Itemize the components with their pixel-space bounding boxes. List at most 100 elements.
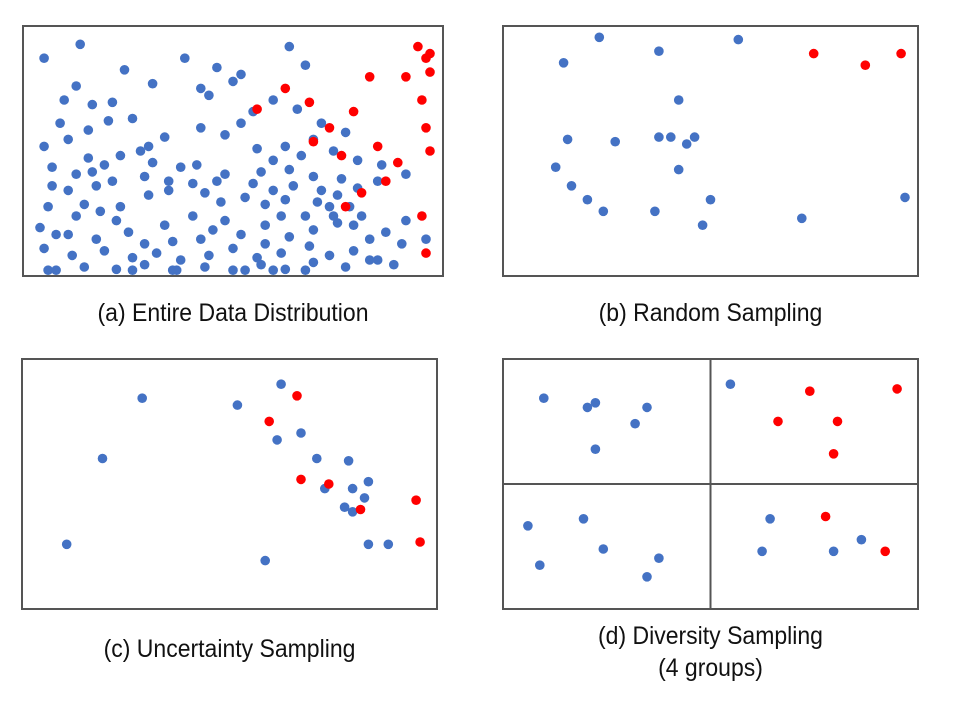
unlabeled-point: [143, 190, 154, 200]
unlabeled-point: [642, 402, 652, 413]
unlabeled-point: [364, 255, 375, 265]
unlabeled-point: [228, 243, 238, 254]
unlabeled-point: [654, 553, 664, 563]
selected-point: [808, 48, 819, 59]
unlabeled-point: [654, 132, 664, 142]
unlabeled-point: [336, 174, 347, 184]
selected-point: [417, 211, 427, 221]
unlabeled-point: [111, 215, 122, 226]
selected-point: [421, 248, 431, 258]
unlabeled-point: [63, 229, 73, 240]
unlabeled-point: [340, 262, 351, 272]
unlabeled-point: [316, 185, 327, 196]
unlabeled-point: [159, 132, 170, 142]
unlabeled-point: [167, 236, 178, 247]
unlabeled-point: [232, 400, 243, 410]
unlabeled-point: [550, 162, 561, 172]
unlabeled-point: [139, 259, 150, 270]
caption-d-line1: (d) Diversity Sampling: [598, 622, 823, 650]
unlabeled-point: [208, 225, 218, 235]
unlabeled-point: [236, 118, 246, 128]
unlabeled-point: [216, 197, 226, 207]
scatter-plot-d: [504, 360, 917, 608]
unlabeled-point: [196, 123, 206, 133]
caption-b: (b) Random Sampling: [598, 299, 823, 327]
unlabeled-point: [900, 192, 910, 203]
unlabeled-point: [200, 188, 210, 198]
selected-point: [324, 123, 335, 133]
unlabeled-point: [566, 181, 577, 191]
selected-point: [381, 176, 391, 186]
unlabeled-point: [71, 211, 81, 221]
scatter-plot-b: [550, 32, 910, 230]
selected-point: [393, 157, 403, 168]
unlabeled-point: [260, 239, 270, 249]
unlabeled-point: [63, 185, 73, 196]
unlabeled-point: [689, 132, 700, 142]
unlabeled-point: [610, 136, 620, 147]
unlabeled-point: [260, 220, 270, 230]
unlabeled-point: [312, 453, 322, 464]
selected-point: [880, 546, 890, 557]
unlabeled-point: [123, 227, 134, 237]
unlabeled-point: [220, 130, 230, 140]
unlabeled-point: [188, 211, 198, 221]
selected-point: [372, 141, 383, 152]
unlabeled-point: [594, 32, 605, 43]
unlabeled-point: [630, 418, 640, 429]
unlabeled-point: [43, 201, 53, 212]
unlabeled-point: [192, 160, 202, 170]
unlabeled-point: [135, 146, 146, 156]
selected-point: [336, 150, 347, 161]
unlabeled-point: [107, 97, 118, 108]
unlabeled-point: [99, 246, 110, 256]
selected-point: [896, 48, 906, 59]
unlabeled-point: [359, 493, 370, 503]
unlabeled-point: [268, 185, 278, 196]
unlabeled-point: [212, 176, 222, 186]
selected-point: [773, 416, 783, 427]
unlabeled-point: [348, 220, 359, 230]
unlabeled-point: [590, 398, 601, 408]
unlabeled-point: [127, 113, 138, 124]
unlabeled-point: [363, 476, 374, 487]
unlabeled-point: [725, 379, 736, 389]
unlabeled-point: [268, 155, 278, 166]
unlabeled-point: [304, 241, 315, 251]
unlabeled-point: [159, 220, 170, 230]
unlabeled-point: [328, 211, 339, 221]
unlabeled-point: [292, 104, 303, 114]
unlabeled-point: [151, 248, 162, 258]
unlabeled-point: [180, 53, 190, 63]
unlabeled-point: [137, 393, 147, 403]
unlabeled-point: [598, 544, 609, 554]
unlabeled-point: [91, 181, 102, 191]
unlabeled-point: [535, 560, 545, 570]
unlabeled-point: [598, 206, 609, 217]
unlabeled-point: [681, 139, 692, 149]
unlabeled-point: [47, 181, 57, 191]
unlabeled-point: [650, 206, 660, 217]
unlabeled-point: [248, 178, 258, 189]
unlabeled-point: [328, 146, 339, 156]
selected-point: [304, 97, 315, 108]
unlabeled-point: [347, 507, 358, 517]
unlabeled-point: [332, 190, 343, 200]
selected-point: [292, 391, 302, 401]
unlabeled-point: [87, 99, 98, 110]
unlabeled-point: [397, 239, 407, 249]
unlabeled-point: [757, 546, 767, 557]
unlabeled-point: [196, 234, 206, 244]
unlabeled-point: [666, 132, 676, 142]
selected-point: [252, 104, 262, 114]
unlabeled-point: [115, 150, 126, 161]
unlabeled-point: [348, 246, 359, 256]
unlabeled-point: [856, 534, 867, 545]
selected-point: [356, 188, 367, 198]
unlabeled-point: [39, 243, 49, 254]
unlabeled-point: [55, 118, 65, 128]
unlabeled-point: [308, 257, 319, 268]
unlabeled-point: [272, 435, 282, 445]
selected-point: [828, 449, 839, 459]
unlabeled-point: [558, 58, 569, 68]
